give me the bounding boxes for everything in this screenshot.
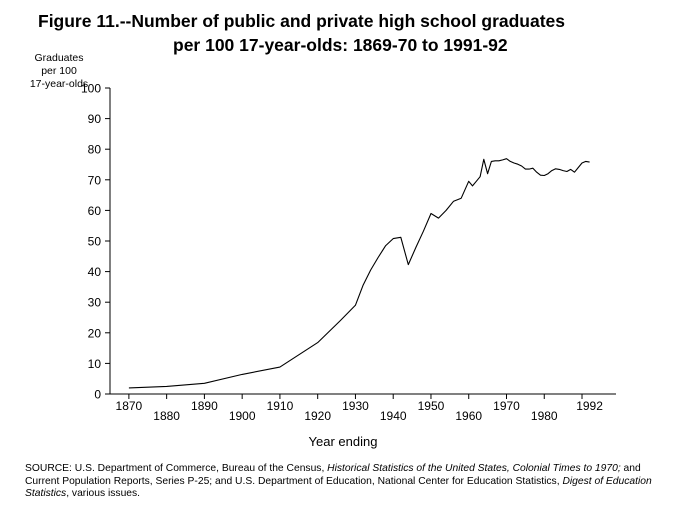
y-tick-label: 0 (94, 388, 101, 402)
series-line (128, 158, 590, 389)
x-tick-label: 1880 (153, 409, 180, 423)
x-tick-label: 1970 (493, 399, 520, 413)
y-tick-label: 90 (88, 112, 102, 126)
y-tick-label: 100 (81, 82, 101, 96)
y-axis-label-line3: 17-year-olds (29, 78, 89, 90)
y-axis-label-line2: per 100 (41, 65, 77, 77)
source-note: SOURCE: U.S. Department of Commerce, Bur… (25, 463, 665, 501)
source-citation-1: Historical Statistics of the United Stat… (327, 463, 621, 474)
y-tick-label: 60 (88, 204, 102, 218)
x-tick-label: 1950 (418, 399, 445, 413)
chart-title-line1: Figure 11.--Number of public and private… (38, 11, 566, 31)
x-tick-label: 1992 (576, 399, 603, 413)
x-tick-label: 1900 (229, 409, 256, 423)
x-tick-label: 1940 (380, 409, 407, 423)
chart-title-line2: per 100 17-year-olds: 1869-70 to 1991-92 (173, 35, 508, 55)
source-text-3: , various issues. (66, 488, 141, 499)
x-tick-label: 1980 (531, 409, 558, 423)
x-axis-label: Year ending (309, 434, 378, 449)
x-tick-label: 1910 (267, 399, 294, 413)
x-tick-label: 1890 (191, 399, 218, 413)
x-tick-label: 1870 (116, 399, 143, 413)
y-tick-label: 40 (88, 265, 102, 279)
y-tick-label: 20 (88, 326, 102, 340)
y-axis-label: Graduates per 100 17-year-olds (20, 52, 98, 91)
y-axis-label-line1: Graduates (34, 52, 84, 64)
y-tick-label: 80 (88, 143, 102, 157)
source-text-1: SOURCE: U.S. Department of Commerce, Bur… (25, 463, 328, 474)
chart-ticks: 0 10 20 30 40 50 60 70 80 90 100 1870 1890 1910 1930 19… (81, 82, 603, 424)
y-tick-label: 70 (88, 173, 102, 187)
source-text-2: and Current Population Reports, Series P… (25, 463, 641, 487)
y-tick-label: 30 (88, 296, 102, 310)
x-tick-label: 1920 (304, 409, 331, 423)
chart-axes (109, 88, 616, 395)
source-citation-2: Digest of Education Statistics (25, 475, 652, 500)
y-tick-label: 10 (88, 357, 102, 371)
x-tick-label: 1930 (342, 399, 369, 413)
y-tick-label: 50 (88, 235, 102, 249)
x-tick-label: 1960 (455, 409, 482, 423)
